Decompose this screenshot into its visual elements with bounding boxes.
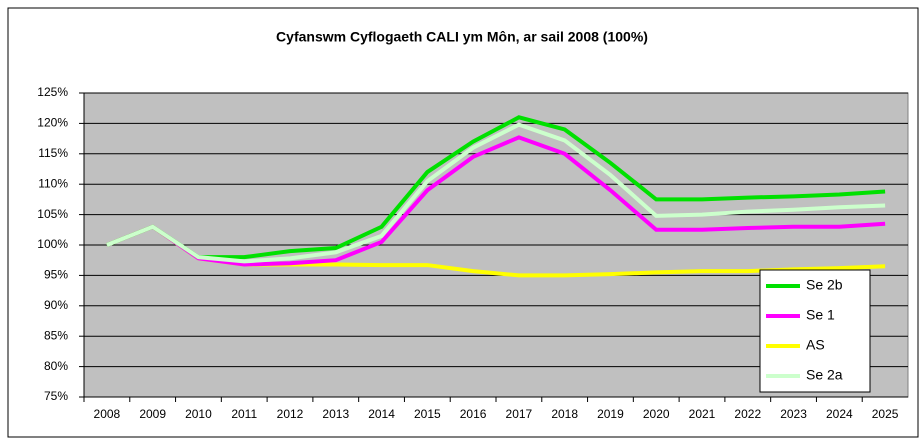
chart-title: Cyfanswm Cyflogaeth CALI ym Môn, ar sail… — [276, 29, 648, 45]
x-tick-label: 2009 — [139, 407, 166, 421]
x-tick-label: 2015 — [414, 407, 441, 421]
y-tick-label: 105% — [37, 207, 68, 221]
series-line — [106, 135, 886, 267]
legend-label: Se 2a — [806, 367, 843, 383]
series-line — [106, 122, 886, 264]
y-tick-label: 90% — [44, 298, 68, 312]
x-tick-label: 2024 — [826, 407, 853, 421]
series-line — [106, 115, 886, 260]
legend-label: Se 2b — [806, 277, 843, 293]
y-tick-label: 75% — [44, 389, 68, 403]
x-tick-label: 2023 — [780, 407, 807, 421]
x-tick-label: 2022 — [734, 407, 761, 421]
y-tick-label: 85% — [44, 328, 68, 342]
y-tick-label: 100% — [37, 237, 68, 251]
y-tick-label: 110% — [38, 176, 68, 190]
x-tick-label: 2011 — [231, 407, 257, 421]
x-tick-label: 2014 — [368, 407, 395, 421]
x-tick-label: 2018 — [551, 407, 578, 421]
x-tick-label: 2013 — [322, 407, 349, 421]
x-tick-label: 2017 — [506, 407, 533, 421]
x-tick-label: 2016 — [460, 407, 487, 421]
y-tick-label: 80% — [44, 359, 68, 373]
y-tick-label: 95% — [44, 268, 68, 282]
legend-box — [759, 269, 871, 393]
y-tick-label: 115% — [38, 146, 68, 160]
x-tick-label: 2019 — [597, 407, 624, 421]
x-tick-label: 2021 — [689, 407, 716, 421]
x-tick-label: 2025 — [872, 407, 899, 421]
x-tick-label: 2008 — [94, 407, 121, 421]
y-tick-label: 120% — [37, 116, 68, 130]
y-tick-label: 125% — [37, 85, 68, 99]
legend-label: Se 1 — [806, 307, 835, 323]
x-tick-label: 2020 — [643, 407, 670, 421]
legend-label: AS — [806, 337, 825, 353]
x-tick-label: 2010 — [185, 407, 212, 421]
x-tick-label: 2012 — [277, 407, 304, 421]
